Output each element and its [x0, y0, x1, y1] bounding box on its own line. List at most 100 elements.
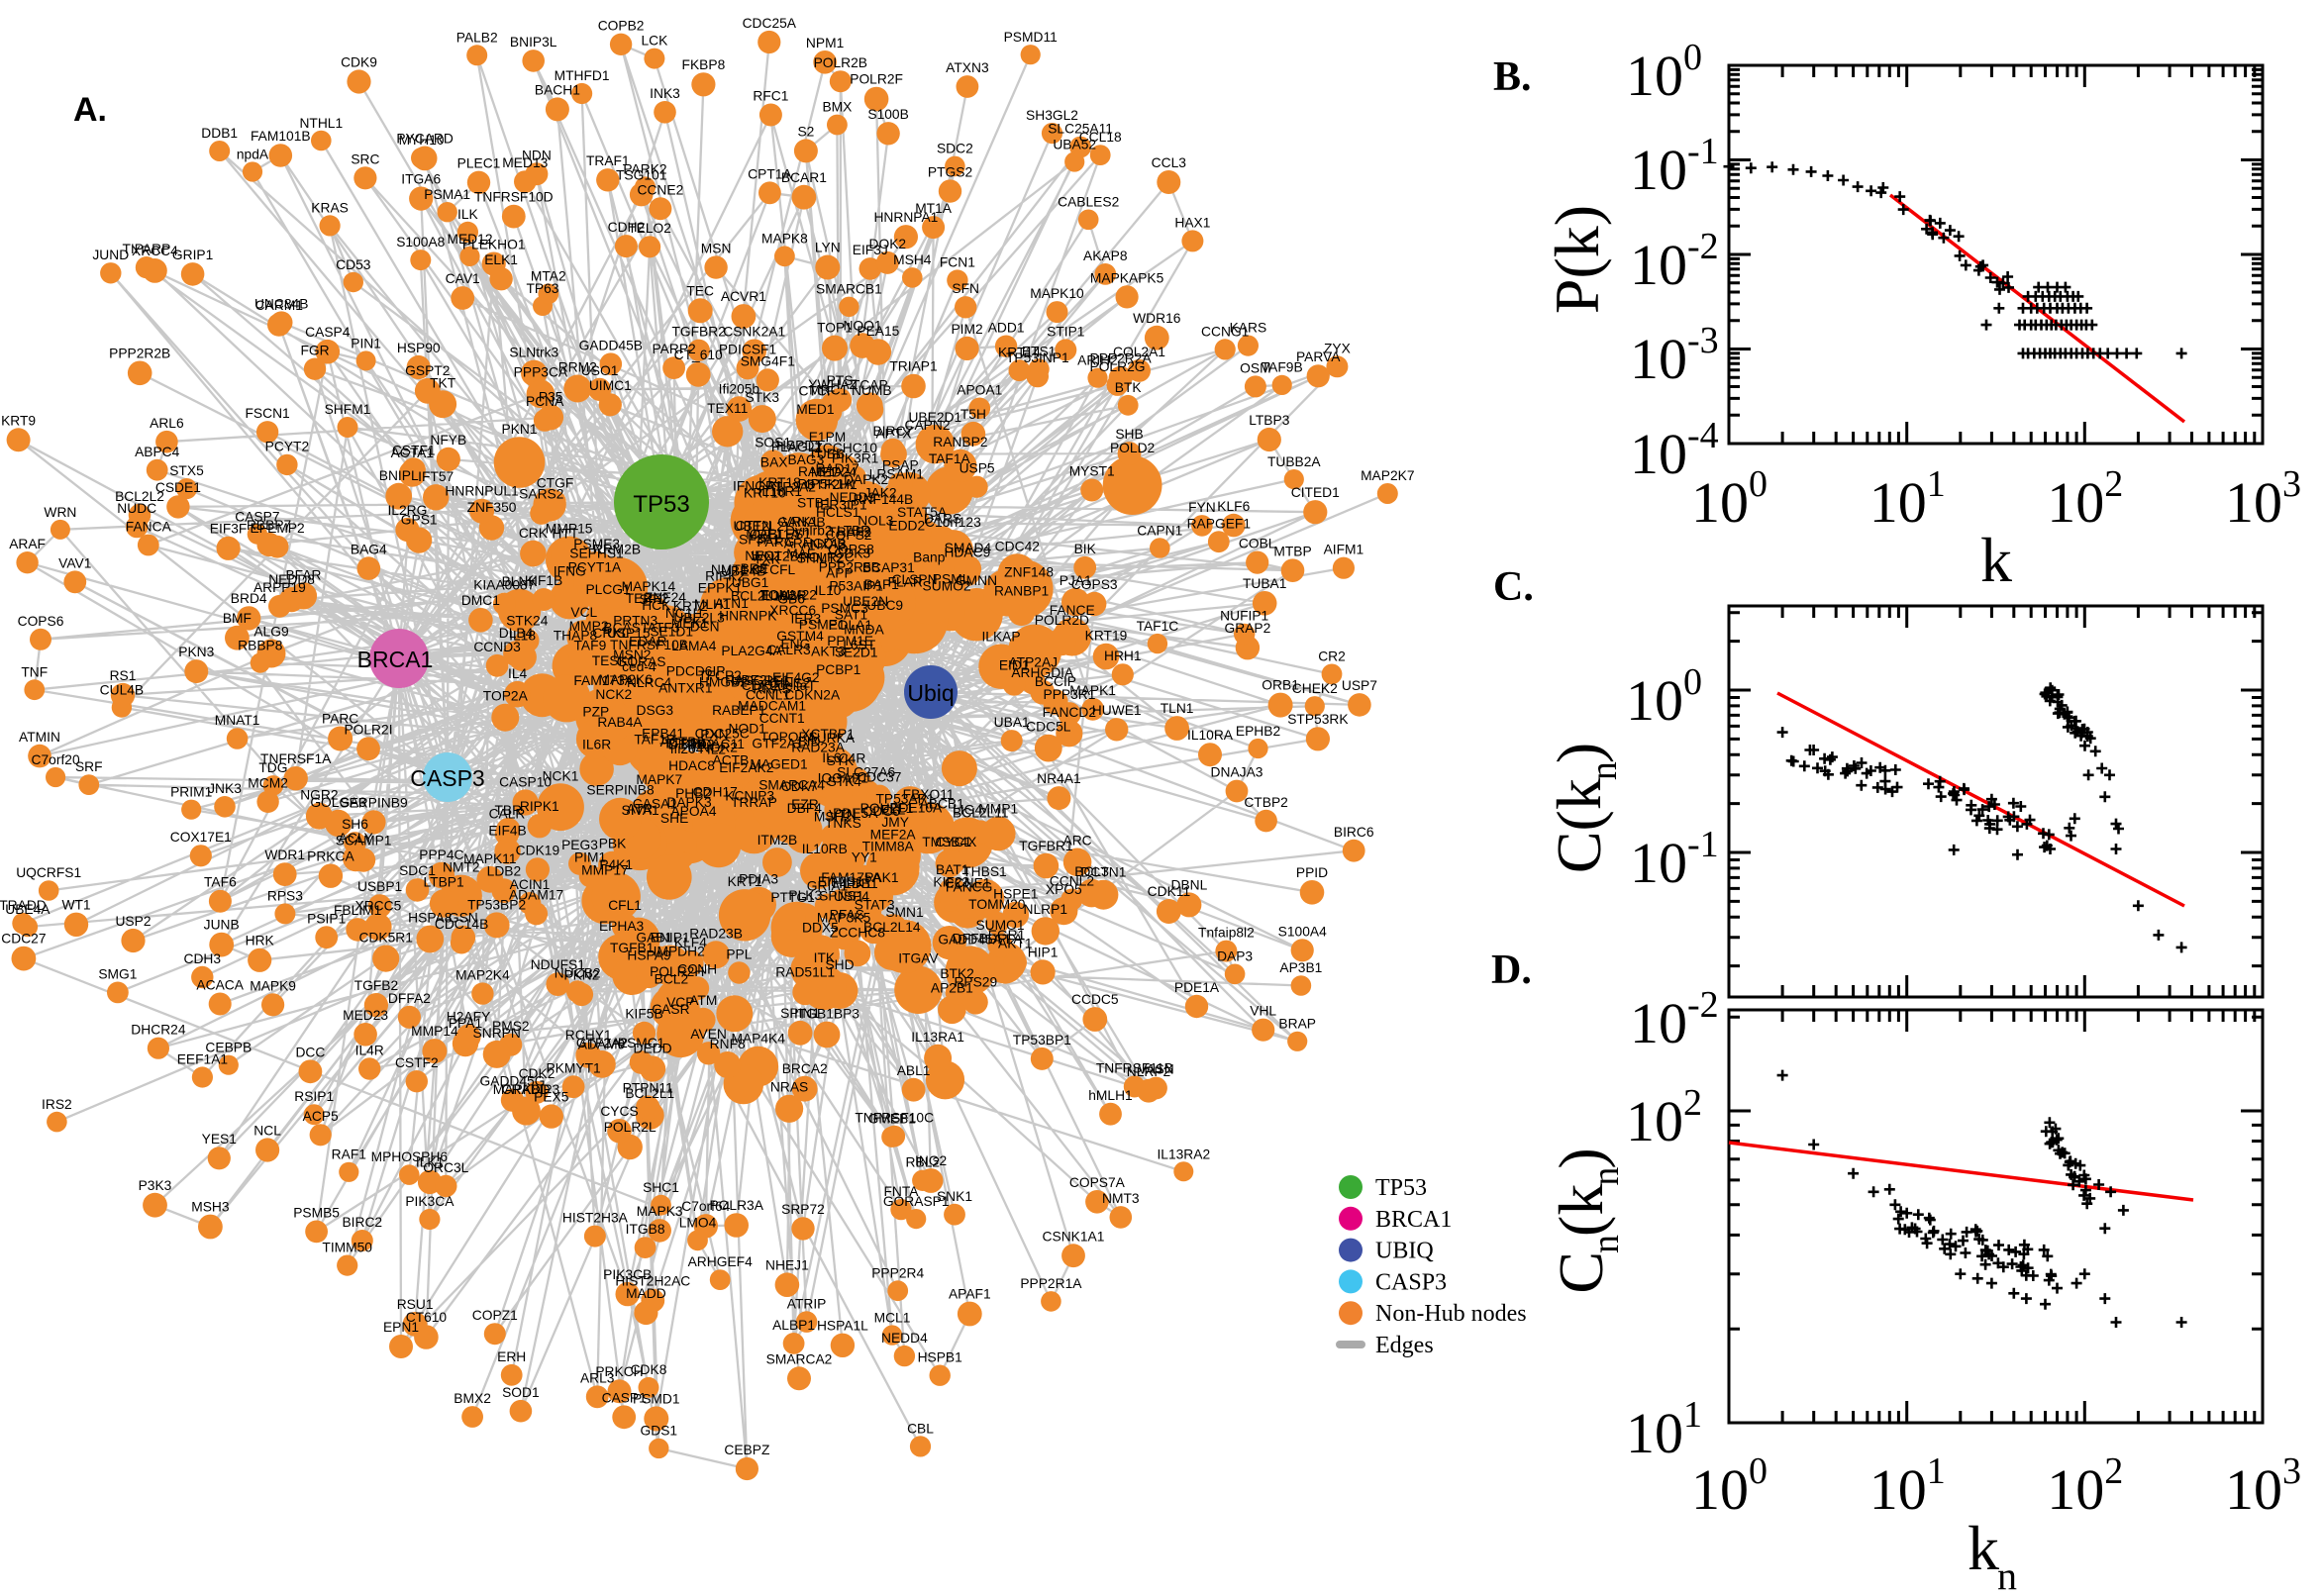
svg-text:POLR2B: POLR2B	[814, 55, 867, 70]
svg-text:ITM2B: ITM2B	[758, 833, 798, 848]
svg-text:TFCP2: TFCP2	[698, 668, 742, 683]
svg-text:GORASP1: GORASP1	[883, 1194, 950, 1209]
svg-text:STK3: STK3	[746, 390, 780, 405]
svg-text:NDN: NDN	[522, 148, 552, 162]
svg-text:BNIP1: BNIP1	[651, 931, 690, 946]
svg-text:PSMC1: PSMC1	[618, 1036, 665, 1050]
svg-text:EDD2: EDD2	[888, 519, 925, 534]
svg-text:NFYB: NFYB	[430, 433, 466, 448]
svg-text:NCK1: NCK1	[543, 768, 579, 783]
svg-text:RAB1A: RAB1A	[798, 464, 844, 479]
svg-text:PPID: PPID	[1296, 865, 1328, 880]
svg-text:AVEN: AVEN	[690, 1027, 727, 1042]
svg-text:BRE: BRE	[741, 561, 768, 576]
svg-text:HIPK1: HIPK1	[833, 876, 872, 891]
svg-text:APOA4: APOA4	[670, 804, 716, 819]
svg-text:SRF: SRF	[75, 759, 103, 774]
svg-text:PYCARD: PYCARD	[396, 132, 454, 147]
svg-text:PCYT1A: PCYT1A	[568, 559, 622, 574]
svg-text:TXK: TXK	[754, 552, 781, 567]
svg-text:PTGS2: PTGS2	[928, 164, 972, 179]
svg-text:HSPA8: HSPA8	[408, 911, 453, 926]
svg-text:HNRNPK: HNRNPK	[719, 609, 777, 624]
svg-text:LRSAM1: LRSAM1	[869, 467, 924, 482]
svg-text:BCAST: BCAST	[603, 621, 650, 636]
svg-text:ORC3L: ORC3L	[423, 1160, 468, 1175]
svg-text:YES1: YES1	[202, 1132, 237, 1147]
svg-text:PARVA: PARVA	[1296, 349, 1341, 364]
svg-text:ACTB2: ACTB2	[660, 735, 704, 749]
svg-text:HDAC9: HDAC9	[945, 546, 991, 560]
svg-text:ALBP1: ALBP1	[772, 1318, 815, 1333]
svg-text:PFAS: PFAS	[830, 907, 864, 922]
svg-text:PTS: PTS	[827, 373, 854, 388]
svg-text:PARC: PARC	[322, 712, 358, 727]
svg-text:STX5: STX5	[169, 463, 204, 478]
svg-text:BAT1: BAT1	[936, 862, 968, 877]
svg-text:UBE4A: UBE4A	[5, 902, 50, 917]
svg-text:PIK3CB: PIK3CB	[603, 1267, 652, 1282]
svg-text:HSP90: HSP90	[397, 341, 441, 355]
svg-text:IL6R: IL6R	[582, 737, 611, 751]
svg-text:SYK: SYK	[827, 753, 855, 768]
svg-text:OSM: OSM	[1240, 360, 1270, 375]
svg-text:CHEK2: CHEK2	[1292, 681, 1338, 696]
svg-text:SLC27A6: SLC27A6	[837, 764, 895, 779]
svg-text:IFNGR2: IFNGR2	[687, 741, 738, 755]
svg-text:CCL3: CCL3	[1152, 155, 1187, 170]
svg-text:MMP2: MMP2	[569, 619, 609, 634]
svg-text:RAD23A: RAD23A	[791, 741, 845, 755]
svg-text:SOD1: SOD1	[502, 1385, 540, 1400]
svg-text:PPM1E: PPM1E	[827, 634, 873, 648]
svg-text:LTBP3: LTBP3	[1249, 413, 1289, 428]
svg-text:SDC2: SDC2	[937, 142, 973, 156]
svg-text:NDUFS1: NDUFS1	[531, 957, 585, 972]
svg-text:ARL6: ARL6	[150, 416, 184, 431]
svg-text:APOA1: APOA1	[957, 383, 1002, 398]
svg-text:SNRPN: SNRPN	[473, 1026, 521, 1041]
svg-text:JUND: JUND	[92, 248, 129, 262]
svg-text:EIF4B: EIF4B	[488, 824, 526, 839]
svg-text:KRT2: KRT2	[673, 599, 708, 614]
svg-text:DDX5: DDX5	[802, 920, 839, 935]
svg-text:AP3B1: AP3B1	[1279, 960, 1322, 975]
svg-text:POLR2I: POLR2I	[344, 722, 392, 737]
svg-text:RIPK2: RIPK2	[705, 569, 745, 584]
svg-text:BLNK: BLNK	[502, 574, 539, 589]
svg-text:BCL2L14: BCL2L14	[863, 920, 921, 935]
svg-text:ALG9: ALG9	[253, 625, 289, 640]
svg-text:PEG3: PEG3	[561, 838, 598, 852]
svg-text:GTF2A1: GTF2A1	[752, 737, 803, 751]
svg-text:TEC: TEC	[686, 283, 714, 298]
svg-text:TAF9: TAF9	[574, 638, 607, 652]
svg-text:FSCN1: FSCN1	[245, 406, 289, 421]
svg-text:TRRAP: TRRAP	[731, 795, 777, 810]
svg-text:DAPK3: DAPK3	[666, 795, 712, 810]
svg-text:ERH: ERH	[497, 1349, 526, 1364]
svg-text:AURKA: AURKA	[808, 731, 856, 746]
svg-text:DHCR24: DHCR24	[131, 1023, 186, 1038]
svg-text:HCK: HCK	[642, 598, 671, 613]
svg-text:CDH17: CDH17	[693, 784, 738, 799]
svg-text:STK4: STK4	[827, 774, 861, 789]
svg-text:GSPT2: GSPT2	[405, 363, 450, 378]
svg-text:CYC1: CYC1	[935, 835, 971, 849]
svg-text:H2AFY: H2AFY	[447, 1010, 490, 1025]
svg-text:STAT5A: STAT5A	[897, 505, 948, 520]
svg-text:COPS6: COPS6	[18, 614, 64, 629]
svg-text:CCNE2: CCNE2	[638, 182, 684, 197]
svg-text:IL2RG: IL2RG	[387, 503, 427, 518]
svg-text:SF3A1: SF3A1	[739, 532, 780, 547]
svg-text:KIF23: KIF23	[933, 875, 969, 890]
svg-text:STK24: STK24	[506, 614, 549, 629]
svg-text:DLB4: DLB4	[499, 626, 534, 641]
svg-text:XRCC6: XRCC6	[769, 603, 816, 618]
svg-text:DAP3: DAP3	[1217, 948, 1253, 963]
svg-text:UQCRFS1: UQCRFS1	[16, 865, 81, 880]
svg-text:FANCG: FANCG	[946, 880, 993, 895]
svg-text:MSH4: MSH4	[893, 252, 932, 267]
svg-text:PSMD1: PSMD1	[633, 1391, 680, 1406]
svg-text:DFFA2: DFFA2	[388, 991, 431, 1006]
svg-text:POLR2D: POLR2D	[1035, 613, 1089, 628]
svg-text:PPP4C: PPP4C	[419, 848, 463, 862]
